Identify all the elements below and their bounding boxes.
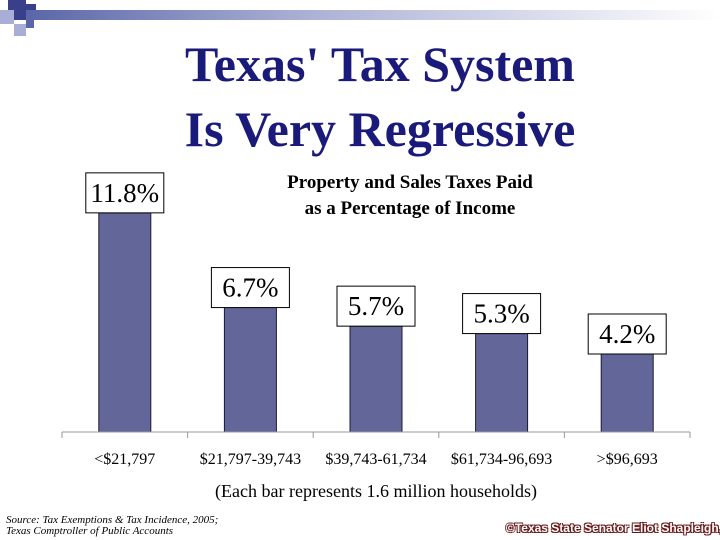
category-label: $61,734-96,693	[451, 451, 552, 468]
decor-square-light	[14, 24, 26, 36]
category-label: >$96,693	[597, 451, 658, 468]
source-line2: Texas Comptroller of Public Accounts	[6, 525, 174, 537]
x-axis-label: (Each bar represents 1.6 million househo…	[215, 481, 537, 502]
bar	[600, 353, 654, 433]
slide-title-line2: Is Very Regressive	[184, 101, 576, 157]
chart-title-line2: as a Percentage of Income	[305, 198, 516, 219]
data-label: 11.8%	[90, 178, 159, 208]
category-label: $21,797-39,743	[200, 451, 301, 468]
slide-title-line1: Texas' Tax System	[185, 36, 575, 92]
bar	[475, 333, 529, 433]
decor-square-light	[0, 10, 14, 24]
data-label: 6.7%	[222, 273, 278, 303]
decor-square-dark	[26, 4, 36, 10]
data-label-box	[210, 267, 290, 309]
decor-square-dark	[26, 20, 34, 28]
data-label: 4.2%	[599, 319, 655, 349]
source-note: Source: Tax Exemptions & Tax Incidence, …	[6, 515, 218, 537]
category-label: <$21,797	[94, 451, 155, 468]
data-label-box	[587, 313, 667, 355]
data-label-box	[336, 285, 416, 327]
source-line1: Source: Tax Exemptions & Tax Incidence, …	[6, 514, 219, 526]
bar	[349, 325, 403, 433]
bar	[223, 307, 277, 433]
data-label-box	[462, 293, 542, 335]
data-label-box	[85, 172, 165, 214]
data-label: 5.7%	[348, 291, 404, 321]
category-label: $39,743-61,734	[325, 451, 426, 468]
bar	[98, 212, 152, 433]
copyright-text: ©Texas State Senator Eliot Shapleigh,	[506, 521, 720, 535]
decor-gradient-bar	[26, 10, 720, 20]
data-label: 5.3%	[473, 299, 529, 329]
chart-title-line1: Property and Sales Taxes Paid	[287, 172, 533, 193]
